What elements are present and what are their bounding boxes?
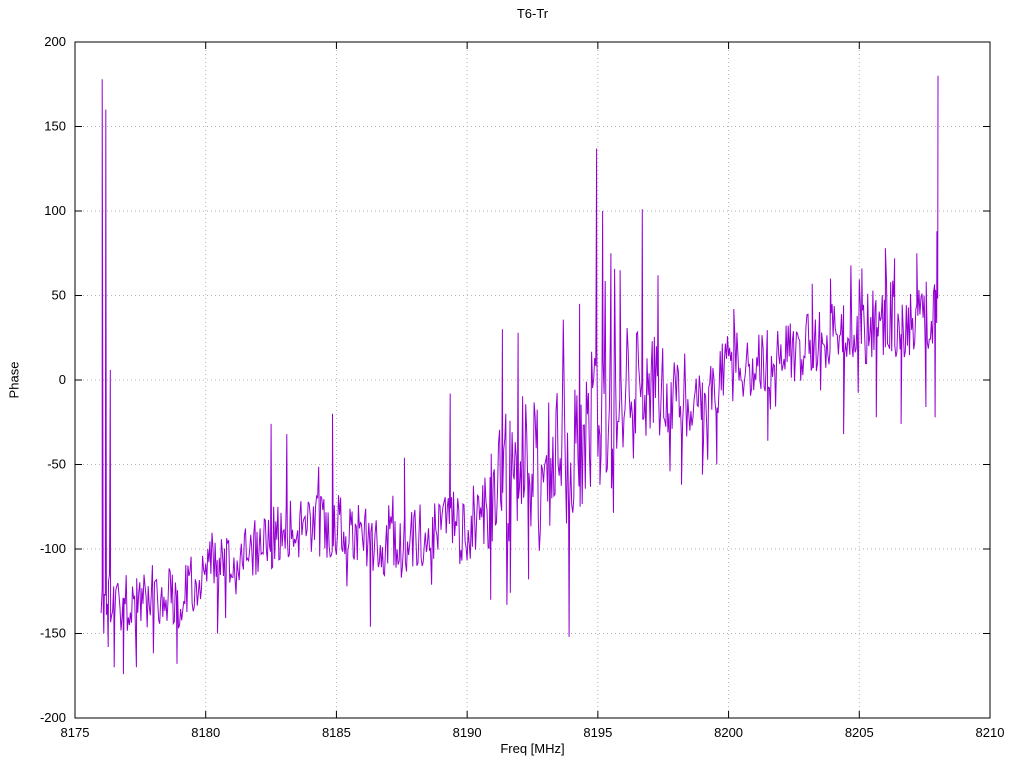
- y-tick-label: -200: [40, 710, 66, 725]
- y-tick-label: 150: [44, 119, 66, 134]
- x-tick-label: 8195: [583, 725, 612, 740]
- y-tick-label: 100: [44, 203, 66, 218]
- x-tick-label: 8180: [191, 725, 220, 740]
- y-tick-label: 200: [44, 34, 66, 49]
- x-axis-label: Freq [MHz]: [500, 741, 565, 756]
- plot-border: [74, 41, 991, 719]
- y-tick-label: 0: [59, 372, 66, 387]
- chart-title: T6-Tr: [516, 6, 549, 21]
- x-tick-label: 8205: [845, 725, 874, 740]
- y-tick-label: 50: [52, 288, 66, 303]
- y-tick-label: -50: [47, 457, 66, 472]
- x-tick-label: 8185: [322, 725, 351, 740]
- x-tick-label: 8200: [714, 725, 743, 740]
- x-tick-label: 8175: [61, 725, 90, 740]
- y-tick-label: -100: [40, 541, 66, 556]
- y-tick-label: -150: [40, 626, 66, 641]
- series-line: [100, 75, 939, 675]
- x-tick-label: 8190: [453, 725, 482, 740]
- x-tick-label: 8210: [976, 725, 1005, 740]
